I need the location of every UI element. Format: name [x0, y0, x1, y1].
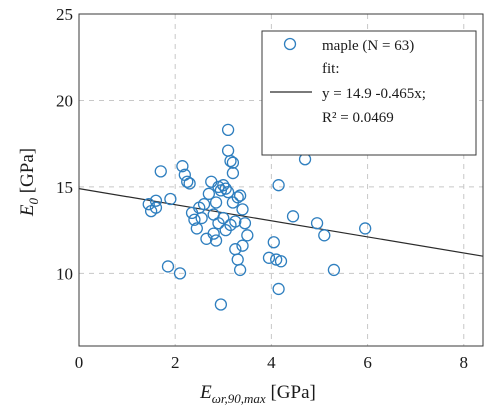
plot-frame	[78, 13, 484, 347]
data-point	[149, 201, 163, 214]
data-point	[181, 175, 194, 188]
data-point	[286, 210, 300, 223]
y-axis-label: E0 [GPa]	[17, 148, 41, 217]
data-point	[229, 215, 242, 228]
data-point	[238, 217, 252, 230]
data-point	[318, 229, 331, 242]
data-point	[219, 182, 232, 195]
legend-fit-label: fit:	[322, 61, 340, 77]
x-axis-label-unit: [GPa]	[266, 382, 316, 403]
data-point	[221, 123, 235, 137]
data-point	[161, 260, 175, 273]
x-tick-label: 2	[171, 353, 180, 372]
data-point	[207, 227, 220, 240]
data-point	[241, 229, 254, 242]
data-point	[224, 154, 237, 168]
data-point	[173, 267, 187, 280]
data-point	[274, 255, 288, 268]
data-point	[176, 160, 189, 173]
data-point	[272, 179, 285, 192]
x-axis-label: Eωr,90,max [GPa]	[199, 382, 316, 406]
data-point	[190, 222, 203, 235]
y-tick-labels: 10 15 20 25	[56, 5, 73, 283]
data-point	[188, 213, 201, 226]
x-axis-label-subscript: ωr,90,max	[212, 391, 266, 406]
data-point	[142, 198, 155, 211]
data-point	[226, 166, 240, 180]
x-tick-labels: 0 2 4 6 8	[75, 353, 468, 372]
x-tick-label: 0	[75, 353, 84, 372]
legend-marker-icon	[283, 37, 297, 51]
x-tick-label: 6	[363, 353, 372, 372]
data-point	[236, 203, 249, 216]
data-point	[272, 282, 285, 296]
legend-box	[261, 30, 477, 156]
x-tick-label: 4	[267, 353, 276, 372]
x-axis-label-main: E	[199, 382, 212, 403]
data-point	[149, 194, 163, 207]
data-point	[236, 239, 249, 252]
data-point	[231, 191, 244, 204]
data-points	[142, 123, 372, 311]
data-point	[217, 211, 230, 225]
legend-fit-equation: y = 14.9 -0.465x;	[322, 86, 426, 102]
data-point	[221, 185, 235, 199]
legend: maple (N = 63) fit: y = 14.9 -0.465x; R²…	[261, 30, 477, 156]
data-point	[183, 177, 196, 190]
x-tick-label: 8	[460, 353, 469, 372]
data-point	[233, 189, 247, 202]
data-point	[267, 236, 280, 249]
data-point	[262, 251, 276, 264]
y-axis-label-subscript: 0	[26, 198, 41, 205]
data-point	[359, 222, 372, 235]
data-point	[233, 263, 247, 277]
data-point	[209, 196, 223, 209]
y-axis-label-unit: [GPa]	[17, 148, 38, 198]
y-axis-label-main: E	[17, 204, 38, 217]
y-tick-label: 10	[56, 264, 73, 283]
data-point	[164, 192, 177, 206]
data-point	[214, 298, 228, 311]
data-point	[202, 187, 216, 200]
y-tick-label: 15	[56, 178, 73, 197]
data-point	[154, 165, 167, 178]
data-point	[195, 211, 208, 225]
data-point	[197, 198, 211, 211]
y-tick-label: 25	[56, 5, 73, 24]
data-point	[327, 263, 341, 277]
data-point	[209, 234, 223, 247]
legend-series-label: maple (N = 63)	[322, 38, 414, 54]
y-tick-label: 20	[56, 91, 73, 110]
legend-fit-r2: R² = 0.0469	[322, 110, 394, 126]
data-point	[310, 217, 324, 230]
